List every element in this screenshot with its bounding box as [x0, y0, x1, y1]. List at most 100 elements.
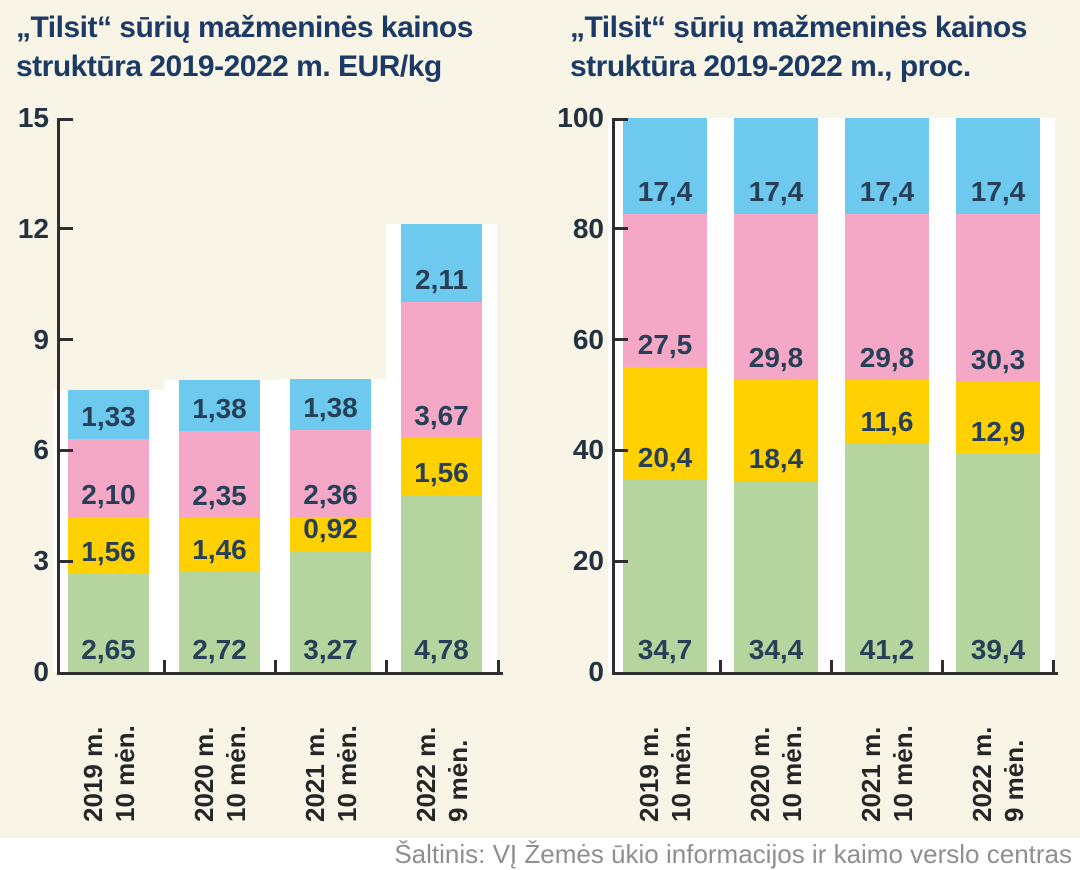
x-tick-mark [941, 660, 944, 672]
pink-segment: 27,5 [623, 214, 707, 367]
x-axis-baseline [612, 672, 1058, 675]
y-tick-label: 40 [572, 434, 604, 466]
green-segment: 34,7 [623, 479, 707, 672]
stacked-bar: 4,78 1,56 3,67 2,11 [401, 224, 482, 672]
green-segment: 34,4 [734, 481, 818, 672]
x-tick-mark [1052, 660, 1055, 672]
y-tick-label: 15 [17, 102, 49, 133]
segment-value-label: 1,56 [414, 457, 469, 489]
green-segment: 2,65 [68, 574, 149, 672]
y-tick-mark [60, 448, 73, 452]
segment-value-label: 1,38 [303, 392, 358, 424]
yellow-segment: 12,9 [956, 382, 1040, 454]
yellow-segment: 1,56 [401, 437, 482, 496]
pink-segment: 29,8 [734, 214, 818, 380]
segment-value-label: 2,65 [81, 634, 136, 665]
y-tick-mark [615, 448, 628, 452]
segment-value-label: 34,4 [748, 634, 804, 665]
x-axis-category-label: 2020 m. 10 mėn. [188, 697, 252, 822]
y-tick-mark [60, 118, 73, 121]
segment-value-label: 39,4 [970, 634, 1026, 665]
x-axis-label-line: 9 mėn. [442, 739, 473, 822]
green-segment: 39,4 [956, 453, 1040, 672]
y-tick-label: 80 [572, 212, 604, 244]
segment-value-label: 1,56 [81, 536, 136, 568]
x-axis-label-line: 10 mėn. [777, 725, 807, 822]
y-tick-label: 3 [33, 545, 49, 577]
x-axis-category-label: 2022 m. 9 mėn. [966, 697, 1030, 822]
x-tick-mark [273, 660, 277, 672]
y-axis-line [612, 118, 615, 675]
y-tick-mark [615, 118, 628, 121]
y-tick-label: 0 [588, 656, 604, 687]
chart-title-eur-per-kg: „Tilsit“ sūrių mažmeninės kainos struktū… [16, 11, 473, 83]
segment-value-label: 34,7 [637, 634, 693, 665]
segment-value-label: 17,4 [859, 176, 915, 208]
segment-value-label: 2,11 [415, 264, 468, 296]
blue-segment: 17,4 [845, 118, 929, 215]
segment-value-label: 41,2 [859, 634, 915, 665]
blue-segment: 1,38 [290, 379, 371, 431]
x-axis-label-line: 2019 m. [77, 726, 108, 822]
green-segment: 3,27 [290, 551, 371, 672]
x-axis-label-line: 9 mėn. [999, 739, 1029, 822]
segment-value-label: 17,4 [748, 176, 804, 208]
x-axis-label-line: 2022 m. [410, 726, 441, 822]
blue-segment: 1,38 [179, 379, 260, 431]
x-axis-label-line: 2021 m. [299, 726, 330, 822]
segment-value-label: 2,72 [192, 634, 247, 665]
segment-value-label: 20,4 [637, 441, 693, 473]
segment-value-label: 2,36 [303, 479, 358, 511]
stacked-bar: 2,65 1,56 2,10 1,33 [68, 389, 149, 672]
x-axis-label-line: 10 mėn. [666, 725, 696, 822]
y-tick-mark [615, 227, 628, 231]
segment-value-label: 11,6 [860, 405, 914, 437]
source-attribution: Šaltinis: VĮ Žemės ūkio informacijos ir … [394, 839, 1072, 869]
segment-value-label: 3,67 [414, 399, 469, 431]
blue-segment: 2,11 [401, 224, 482, 303]
x-axis-label-line: 10 mėn. [220, 725, 251, 822]
x-axis-label-line: 2020 m. [745, 726, 775, 822]
yellow-segment: 1,46 [179, 517, 260, 572]
x-tick-mark [162, 660, 166, 672]
green-segment: 2,72 [179, 571, 260, 672]
blue-segment: 1,33 [68, 389, 149, 439]
x-axis-label-line: 10 mėn. [331, 725, 362, 822]
x-axis-label-line: 2021 m. [856, 726, 886, 822]
y-tick-label: 6 [33, 434, 49, 466]
y-axis-line [57, 118, 60, 675]
x-axis-category-label: 2020 m. 10 mėn. [744, 697, 808, 822]
yellow-segment: 0,92 [290, 513, 371, 552]
green-segment: 41,2 [845, 443, 929, 672]
x-tick-mark [719, 660, 722, 672]
y-tick-mark [615, 559, 628, 563]
x-axis-category-label: 2019 m. 10 mėn. [633, 697, 697, 822]
bar-group: 2,65 1,56 2,10 1,33 2,72 1,46 2,35 1,38 3,27 0,92… [57, 224, 514, 672]
segment-value-label: 17,4 [637, 176, 693, 208]
plot-area-percent: 34,7 20,4 27,5 17,4 34,4 18,4 29,8 17,4 41,2 11,6… [612, 118, 1058, 675]
segment-value-label: 27,5 [637, 328, 693, 360]
x-axis-label-line: 10 mėn. [888, 725, 918, 822]
segment-value-label: 1,38 [192, 392, 247, 424]
stacked-bar: 34,4 18,4 29,8 17,4 [734, 118, 818, 672]
segment-value-label: 18,4 [748, 443, 804, 475]
x-axis-label-line: 2019 m. [634, 726, 664, 822]
pink-segment: 2,35 [179, 430, 260, 518]
segment-value-label: 0,92 [303, 513, 358, 545]
x-tick-mark [830, 660, 833, 672]
segment-value-label: 3,27 [303, 634, 358, 665]
y-tick-mark [615, 338, 628, 342]
yellow-segment: 11,6 [845, 379, 929, 444]
blue-segment: 17,4 [623, 118, 707, 215]
segment-value-label: 1,33 [81, 400, 136, 432]
x-axis-label-line: 10 mėn. [109, 725, 140, 822]
segment-value-label: 2,35 [192, 479, 247, 511]
segment-value-label: 2,10 [81, 478, 136, 510]
pink-segment: 30,3 [956, 214, 1040, 383]
x-tick-mark [497, 660, 500, 672]
segment-value-label: 4,78 [414, 634, 469, 665]
pink-segment: 3,67 [401, 302, 482, 438]
pink-segment: 2,36 [290, 430, 371, 518]
yellow-segment: 20,4 [623, 366, 707, 480]
stacked-bar: 3,27 0,92 2,36 1,38 [290, 379, 371, 672]
